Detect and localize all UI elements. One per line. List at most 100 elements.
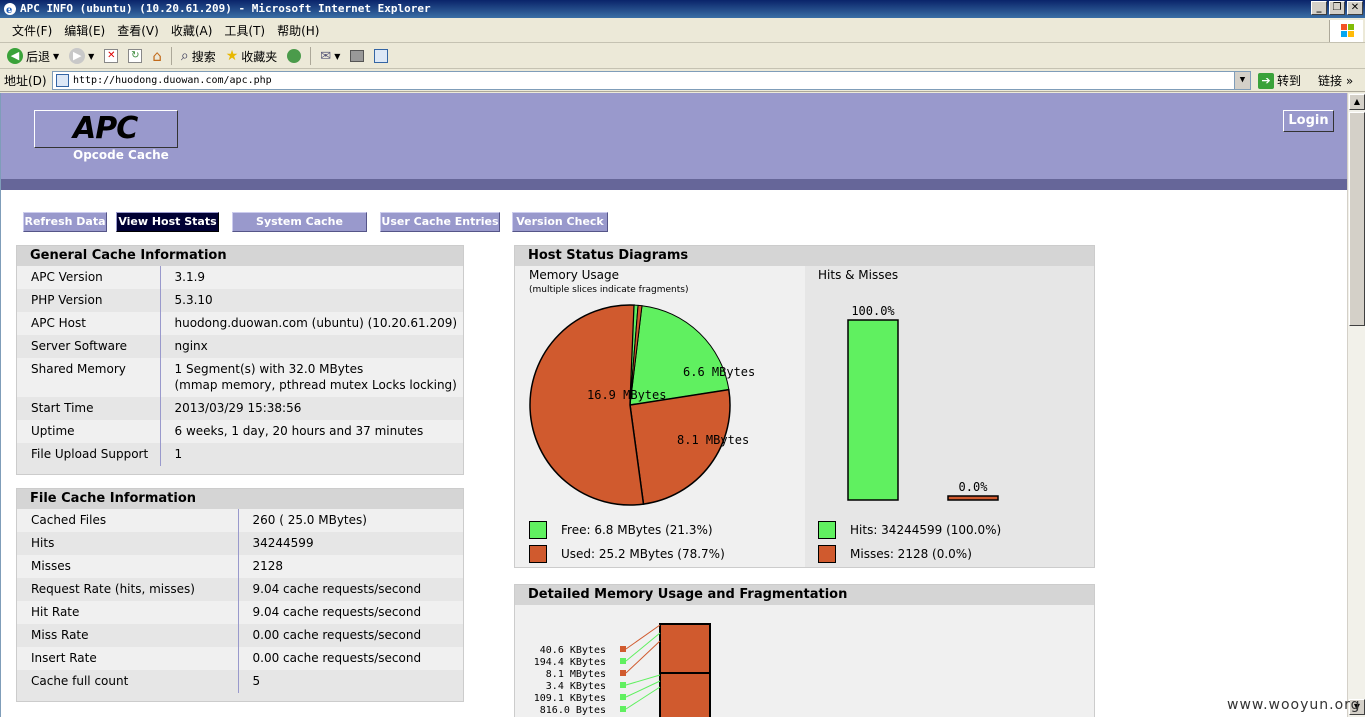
forward-arrow-icon: ▶: [69, 48, 86, 64]
history-icon: [287, 49, 302, 63]
print-button[interactable]: [347, 50, 367, 62]
menu-view[interactable]: 查看(V): [117, 24, 159, 38]
address-bar: 地址(D) http://huodong.duowan.com/apc.php …: [0, 70, 1365, 92]
chevron-down-icon: ▼: [88, 51, 95, 61]
links-button[interactable]: 链接 »: [1318, 72, 1353, 89]
general-cache-panel: General Cache Information APC Version 3.1…: [16, 245, 464, 475]
forward-button[interactable]: ▶ ▼: [66, 48, 97, 64]
system-cache-entries-button[interactable]: System Cache Entries: [232, 212, 367, 246]
toolbar: ◀ 后退 ▼ ▶ ▼ ✕ ↻ ⌂ ⌕ 搜索 ★ 收藏夹 ✉ ▼: [0, 44, 1365, 69]
version-check-button[interactable]: Version Check: [512, 212, 608, 232]
chevron-down-icon: ▼: [53, 51, 60, 61]
back-arrow-icon: ◀: [7, 48, 23, 64]
apc-header-band: [1, 180, 1347, 190]
misses-swatch: [818, 545, 836, 563]
go-button[interactable]: ➔ 转到: [1258, 72, 1301, 89]
file-cache-table: Cached Files 260 ( 25.0 MBytes) Hits 34244…: [17, 509, 463, 693]
stop-button[interactable]: ✕: [101, 49, 121, 63]
history-button[interactable]: [284, 49, 304, 63]
fragment-column: [659, 623, 711, 717]
fragment-label: 816.0 Bytes: [540, 705, 606, 716]
address-input[interactable]: http://huodong.duowan.com/apc.php ▼: [52, 71, 1251, 90]
general-cache-table: APC Version 3.1.9 PHP Version 5.3.10 APC H…: [17, 266, 463, 466]
row-value: 9.04 cache requests/second: [238, 601, 463, 624]
table-row: Uptime 6 weeks, 1 day, 20 hours and 37 mi…: [17, 420, 463, 443]
row-value: 2128: [238, 555, 463, 578]
maximize-button[interactable]: ❐: [1329, 1, 1345, 15]
back-label: 后退: [26, 49, 51, 64]
row-key: Hit Rate: [17, 601, 239, 624]
table-row: Cache full count 5: [17, 670, 463, 693]
row-value: 9.04 cache requests/second: [238, 578, 463, 601]
menu-edit[interactable]: 编辑(E): [64, 24, 106, 38]
apc-header: [1, 93, 1347, 180]
bar-misses: [947, 495, 999, 501]
fragment-connector: [625, 686, 661, 710]
close-button[interactable]: ✕: [1347, 1, 1363, 15]
memory-pie-chart: 6.6 MBytes 8.1 MBytes 16.9 MBytes: [529, 304, 755, 506]
scroll-up-icon[interactable]: ▲: [1349, 94, 1365, 110]
file-cache-panel: File Cache Information Cached Files 260 (…: [16, 488, 464, 702]
bar-value-label: 0.0%: [959, 480, 989, 494]
toolbar-divider: [310, 47, 312, 65]
menu-tools[interactable]: 工具(T): [224, 24, 266, 38]
address-url: http://huodong.duowan.com/apc.php: [73, 75, 272, 86]
home-button[interactable]: ⌂: [149, 47, 165, 65]
memory-usage-title: Memory Usage: [529, 268, 620, 282]
row-key: Uptime: [17, 420, 161, 443]
table-row: Server Software nginx: [17, 335, 463, 358]
row-key: Miss Rate: [17, 624, 239, 647]
minimize-button[interactable]: _: [1311, 1, 1327, 15]
refresh-data-button[interactable]: Refresh Data: [23, 212, 107, 232]
go-label: 转到: [1277, 74, 1302, 88]
row-key: APC Host: [17, 312, 161, 335]
go-arrow-icon: ➔: [1258, 72, 1274, 89]
row-value: huodong.duowan.com (ubuntu) (10.20.61.20…: [160, 312, 463, 335]
fragment-marker: [620, 706, 626, 712]
back-button[interactable]: ◀ 后退 ▼: [4, 48, 62, 65]
apc-logo-box: [34, 110, 178, 148]
legend-misses: Misses: 2128 (0.0%): [818, 545, 972, 563]
search-button[interactable]: ⌕ 搜索: [178, 48, 219, 65]
legend-hits: Hits: 34244599 (100.0%): [818, 521, 1001, 539]
fragment-connector: [625, 624, 661, 650]
hits-misses-title: Hits & Misses: [818, 268, 899, 282]
row-value: 260 ( 25.0 MBytes): [238, 509, 463, 532]
row-value: 3.1.9: [160, 266, 463, 289]
mail-button[interactable]: ✉ ▼: [317, 49, 343, 64]
row-key: Request Rate (hits, misses): [17, 578, 239, 601]
fragment-marker: [620, 670, 626, 676]
user-cache-entries-button[interactable]: User Cache Entries: [380, 212, 500, 232]
scroll-thumb[interactable]: [1349, 112, 1365, 326]
row-key: Insert Rate: [17, 647, 239, 670]
favorites-button[interactable]: ★ 收藏夹: [223, 48, 281, 65]
row-value: 0.00 cache requests/second: [238, 624, 463, 647]
refresh-button[interactable]: ↻: [125, 49, 145, 63]
window-titlebar: e APC INFO (ubuntu) (10.20.61.209) - Mic…: [0, 0, 1365, 18]
table-row: Shared Memory 1 Segment(s) with 32.0 MByt…: [17, 358, 463, 397]
edit-button[interactable]: [371, 49, 391, 63]
row-key: Shared Memory: [17, 358, 161, 397]
table-row: Misses 2128: [17, 555, 463, 578]
vertical-scrollbar[interactable]: ▲ ▼: [1347, 93, 1365, 717]
table-row: Insert Rate 0.00 cache requests/second: [17, 647, 463, 670]
legend-used-label: Used: 25.2 MBytes (78.7%): [561, 547, 725, 561]
view-host-stats-button[interactable]: View Host Stats: [116, 212, 219, 232]
login-button[interactable]: Login: [1283, 110, 1334, 132]
fragment-marker: [620, 658, 626, 664]
fragment-marker: [620, 694, 626, 700]
menu-file[interactable]: 文件(F): [12, 24, 53, 38]
row-key: Start Time: [17, 397, 161, 420]
toolbar-divider: [170, 47, 172, 65]
legend-misses-label: Misses: 2128 (0.0%): [850, 547, 972, 561]
table-row: Hits 34244599: [17, 532, 463, 555]
fragment-label: 40.6 KBytes: [540, 645, 606, 656]
memory-usage-note: (multiple slices indicate fragments): [529, 285, 689, 295]
table-row: Start Time 2013/03/29 15:38:56: [17, 397, 463, 420]
row-value: 1 Segment(s) with 32.0 MBytes (mmap memor…: [160, 358, 463, 397]
address-dropdown-icon[interactable]: ▼: [1234, 72, 1250, 89]
row-value: 34244599: [238, 532, 463, 555]
menu-favorites[interactable]: 收藏(A): [170, 24, 213, 38]
stop-icon: ✕: [104, 49, 119, 63]
menu-help[interactable]: 帮助(H): [277, 24, 320, 38]
